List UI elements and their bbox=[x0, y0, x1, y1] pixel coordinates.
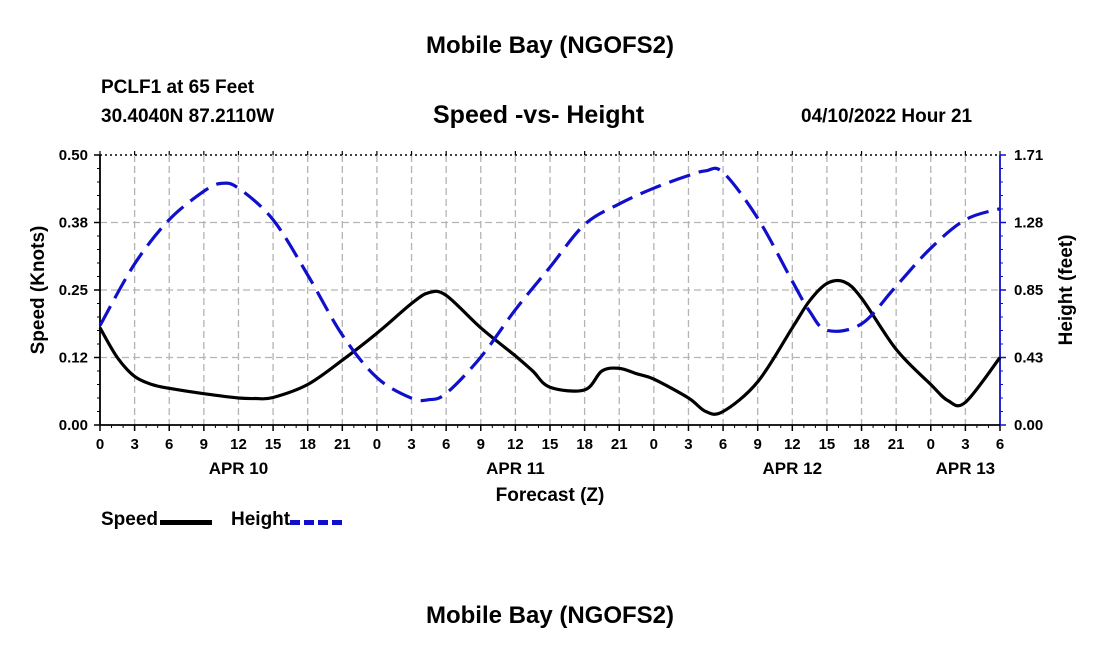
x-tick-label: 18 bbox=[299, 436, 316, 453]
y-right-tick-label: 0.43 bbox=[1014, 350, 1043, 367]
legend-height-swatch bbox=[290, 520, 342, 525]
date-label: APR 10 bbox=[209, 459, 269, 478]
speed-height-chart: 0 3 6 9 12 15 18 21 0 3 6 9 12 15 18 21 0 3 6 9 12 15 18 21 0 3 60… bbox=[28, 147, 1077, 506]
x-tick-label: 12 bbox=[230, 436, 247, 453]
x-tick-label: 12 bbox=[784, 436, 801, 453]
x-tick-label: 15 bbox=[542, 436, 559, 453]
x-tick-label: 9 bbox=[200, 436, 208, 453]
x-tick-label: 15 bbox=[819, 436, 836, 453]
x-tick-label: 21 bbox=[334, 436, 351, 453]
x-tick-label: 6 bbox=[442, 436, 450, 453]
legend-speed-swatch bbox=[160, 520, 212, 525]
x-tick-label: 6 bbox=[719, 436, 727, 453]
forecast-datetime: 04/10/2022 Hour 21 bbox=[801, 106, 973, 127]
x-tick-label: 3 bbox=[130, 436, 138, 453]
y-right-tick-label: 0.00 bbox=[1014, 417, 1043, 434]
series-line-height bbox=[98, 166, 1001, 403]
coordinates-label: 30.4040N 87.2110W bbox=[101, 106, 275, 127]
date-label: APR 13 bbox=[936, 459, 996, 478]
x-tick-label: 0 bbox=[96, 436, 104, 453]
x-tick-label: 9 bbox=[477, 436, 485, 453]
x-tick-label: 15 bbox=[265, 436, 282, 453]
x-tick-label: 0 bbox=[927, 436, 935, 453]
footer-title: Mobile Bay (NGOFS2) bbox=[425, 602, 675, 629]
y-right-tick-label: 1.71 bbox=[1014, 147, 1043, 164]
y-right-tick-label: 1.28 bbox=[1014, 215, 1043, 232]
x-tick-label: 3 bbox=[407, 436, 415, 453]
series bbox=[98, 166, 1002, 416]
x-tick-label: 0 bbox=[373, 436, 381, 453]
y-left-tick-label: 0.50 bbox=[59, 147, 88, 164]
x-axis-title: Forecast (Z) bbox=[496, 485, 605, 506]
legend-height-label: Height bbox=[231, 509, 291, 530]
axes bbox=[94, 151, 1006, 431]
station-label: PCLF1 at 65 Feet bbox=[101, 77, 255, 98]
chart-title: Mobile Bay (NGOFS2) bbox=[425, 32, 675, 59]
date-label: APR 12 bbox=[763, 459, 823, 478]
x-tick-label: 6 bbox=[165, 436, 173, 453]
y-left-tick-label: 0.00 bbox=[59, 417, 88, 434]
x-tick-label: 0 bbox=[650, 436, 658, 453]
x-tick-label: 3 bbox=[961, 436, 969, 453]
x-tick-label: 9 bbox=[754, 436, 762, 453]
axis-labels: 0 3 6 9 12 15 18 21 0 3 6 9 12 15 18 21 0 3 6 9 12 15 18 21 0 3 60… bbox=[28, 147, 1077, 506]
chart-subtitle: Speed -vs- Height bbox=[433, 101, 645, 129]
date-label: APR 11 bbox=[486, 459, 545, 478]
x-tick-label: 12 bbox=[507, 436, 524, 453]
x-tick-label: 18 bbox=[853, 436, 870, 453]
grid bbox=[100, 155, 1000, 425]
y-left-tick-label: 0.25 bbox=[59, 282, 88, 299]
y-right-tick-label: 0.85 bbox=[1014, 282, 1043, 299]
y-left-tick-label: 0.12 bbox=[59, 350, 88, 367]
x-tick-label: 6 bbox=[996, 436, 1004, 453]
y-left-axis-title: Speed (Knots) bbox=[28, 226, 49, 355]
x-tick-label: 21 bbox=[611, 436, 628, 453]
y-right-axis-title: Height (feet) bbox=[1056, 235, 1077, 346]
x-tick-label: 3 bbox=[684, 436, 692, 453]
x-tick-label: 18 bbox=[576, 436, 593, 453]
series-line-speed bbox=[98, 278, 1002, 416]
x-tick-label: 21 bbox=[888, 436, 905, 453]
y-left-tick-label: 0.38 bbox=[59, 215, 88, 232]
legend-speed-label: Speed bbox=[101, 509, 159, 530]
